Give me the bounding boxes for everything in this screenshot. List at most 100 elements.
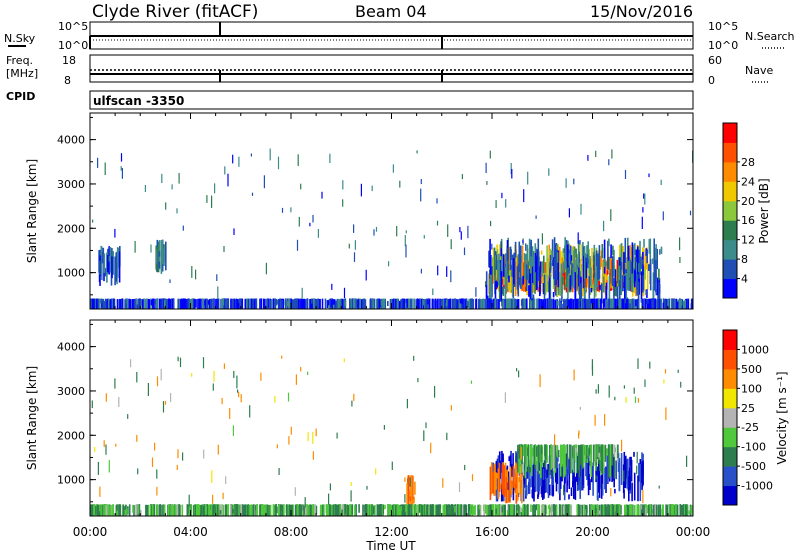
velocity-streak bbox=[381, 504, 383, 516]
power-streak bbox=[356, 299, 358, 308]
velocity-streak bbox=[638, 463, 640, 482]
velocity-scatter-point bbox=[518, 370, 520, 378]
velocity-streak bbox=[522, 444, 525, 457]
velocity-streak bbox=[372, 506, 375, 515]
velocity-streak bbox=[646, 505, 648, 514]
power-streak bbox=[383, 298, 386, 309]
velocity-streak bbox=[451, 504, 454, 516]
velocity-streak bbox=[160, 504, 162, 516]
velocity-scatter-point bbox=[636, 451, 638, 464]
velocity-streak bbox=[344, 504, 346, 515]
velocity-streak bbox=[550, 448, 552, 456]
velocity-streak bbox=[584, 505, 587, 510]
power-streak bbox=[442, 299, 445, 309]
velocity-scatter-point bbox=[404, 477, 406, 482]
power-scatter-point bbox=[527, 171, 529, 185]
power-streak bbox=[565, 240, 568, 269]
power-streak bbox=[604, 274, 607, 296]
power-scatter-point bbox=[608, 159, 610, 166]
velocity-streak bbox=[380, 504, 382, 516]
velocity-streak bbox=[554, 506, 556, 513]
power-streak bbox=[675, 298, 677, 309]
cpid-label: CPID bbox=[6, 90, 35, 103]
power-streak bbox=[97, 298, 100, 309]
power-streak bbox=[645, 248, 647, 256]
velocity-streak bbox=[140, 509, 142, 516]
velocity-streak bbox=[517, 505, 520, 516]
power-streak bbox=[524, 273, 526, 292]
power-scatter-point bbox=[388, 261, 390, 267]
power-streak bbox=[480, 299, 482, 309]
velocity-streak bbox=[544, 504, 546, 516]
velocity-streak bbox=[614, 488, 616, 494]
velocity-streak bbox=[239, 504, 241, 516]
velocity-streak bbox=[605, 448, 608, 457]
power-streak bbox=[334, 299, 336, 309]
power-streak bbox=[166, 299, 168, 309]
velocity-streak bbox=[633, 451, 635, 457]
velocity-streak bbox=[232, 509, 234, 514]
velocity-streak bbox=[156, 504, 158, 516]
power-streak bbox=[611, 256, 614, 287]
velocity-streak bbox=[679, 504, 682, 511]
power-streak bbox=[544, 262, 547, 278]
power-streak bbox=[572, 299, 575, 309]
power-streak bbox=[427, 299, 429, 305]
velocity-streak bbox=[536, 461, 539, 492]
velocity-streak bbox=[654, 504, 656, 516]
velocity-streak bbox=[533, 445, 535, 464]
power-streak bbox=[642, 251, 644, 264]
velocity-streak bbox=[444, 504, 446, 516]
power-streak bbox=[615, 281, 618, 297]
power-streak bbox=[583, 275, 586, 303]
power-streak bbox=[500, 277, 503, 302]
power-streak bbox=[436, 299, 439, 309]
power-streak bbox=[379, 299, 381, 308]
power-streak bbox=[238, 298, 240, 304]
velocity-scatter-point bbox=[417, 378, 419, 383]
power-scatter-point bbox=[392, 164, 394, 173]
power-streak bbox=[504, 298, 507, 309]
power-streak bbox=[353, 298, 356, 309]
power-scatter-point bbox=[541, 233, 543, 245]
power-streak bbox=[560, 302, 562, 308]
power-streak bbox=[554, 300, 557, 309]
velocity-scatter-point bbox=[160, 368, 162, 381]
velocity-streak bbox=[339, 504, 341, 516]
power-streak bbox=[633, 300, 635, 308]
power-streak bbox=[494, 251, 497, 256]
power-streak bbox=[536, 249, 539, 260]
velocity-streak bbox=[549, 484, 551, 496]
power-streak bbox=[415, 299, 418, 309]
velocity-streak bbox=[526, 466, 528, 479]
power-streak bbox=[489, 238, 491, 269]
velocity-streak bbox=[531, 444, 533, 477]
power-streak bbox=[188, 299, 190, 309]
velocity-streak bbox=[256, 504, 258, 516]
power-streak bbox=[449, 298, 452, 309]
power-scatter-point bbox=[309, 222, 311, 227]
power-streak bbox=[658, 282, 660, 301]
velocity-streak bbox=[517, 444, 519, 473]
power-streak bbox=[664, 299, 666, 309]
velocity-scatter-point bbox=[351, 400, 353, 407]
power-streak bbox=[142, 299, 144, 309]
power-streak bbox=[319, 298, 321, 309]
power-scatter-point bbox=[206, 195, 208, 203]
x-tick-label: 00:00 bbox=[676, 525, 711, 539]
velocity-streak bbox=[489, 504, 491, 516]
power-scatter-point bbox=[238, 156, 240, 167]
power-streak bbox=[494, 298, 496, 309]
velocity-streak bbox=[265, 504, 267, 516]
power-streak bbox=[640, 271, 643, 303]
cpid-panel-frame bbox=[89, 90, 694, 110]
power-streak bbox=[165, 241, 167, 271]
velocity-streak bbox=[673, 505, 676, 515]
power-streak bbox=[525, 254, 527, 261]
power-streak bbox=[561, 303, 563, 309]
velocity-scatter-point bbox=[222, 492, 224, 500]
power-streak bbox=[530, 256, 532, 290]
velocity-streak bbox=[287, 504, 290, 516]
velocity-scatter-point bbox=[663, 379, 665, 384]
velocity-streak bbox=[267, 504, 269, 516]
